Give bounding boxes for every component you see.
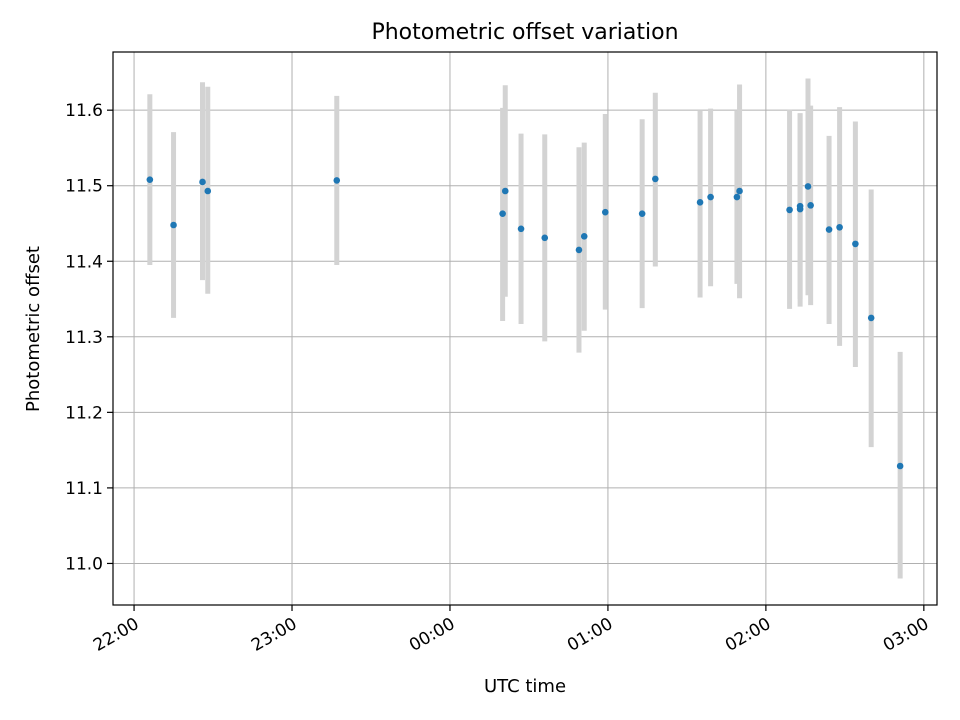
plot-area (113, 52, 937, 605)
chart-title: Photometric offset variation (371, 20, 678, 45)
data-point (825, 226, 833, 233)
data-point (707, 193, 714, 201)
y-tick-label: 11.2 (65, 403, 103, 423)
data-point (501, 187, 509, 195)
plot-frame (112, 51, 938, 606)
data-point (796, 202, 804, 210)
y-axis-label: Photometric offset (23, 246, 44, 412)
data-point (499, 210, 506, 217)
data-point (517, 225, 525, 233)
data-markers (146, 175, 904, 470)
data-point (804, 183, 812, 190)
data-point (867, 314, 875, 322)
data-point (575, 246, 583, 254)
x-axis-label: UTC time (484, 676, 566, 697)
y-tick-label: 11.5 (65, 177, 103, 197)
data-point (199, 178, 206, 186)
data-point (601, 208, 609, 216)
data-point (733, 193, 741, 201)
data-point (807, 202, 814, 209)
data-point (580, 233, 588, 240)
data-point (896, 462, 904, 470)
data-point (146, 176, 154, 183)
data-point (836, 223, 843, 231)
data-point (652, 175, 659, 183)
data-point (736, 187, 743, 195)
y-tick-label: 11.1 (65, 479, 103, 499)
data-point (852, 240, 859, 248)
y-tick-label: 11.6 (65, 101, 103, 121)
data-point (333, 177, 341, 184)
y-tick-label: 11.3 (65, 328, 103, 348)
data-point (204, 187, 212, 195)
data-point (786, 206, 793, 214)
y-tick-label: 11.4 (65, 252, 103, 272)
data-point (638, 210, 646, 217)
y-tick-label: 11.0 (65, 554, 103, 574)
data-point (170, 221, 177, 229)
data-point (696, 199, 704, 206)
data-point (541, 234, 549, 242)
